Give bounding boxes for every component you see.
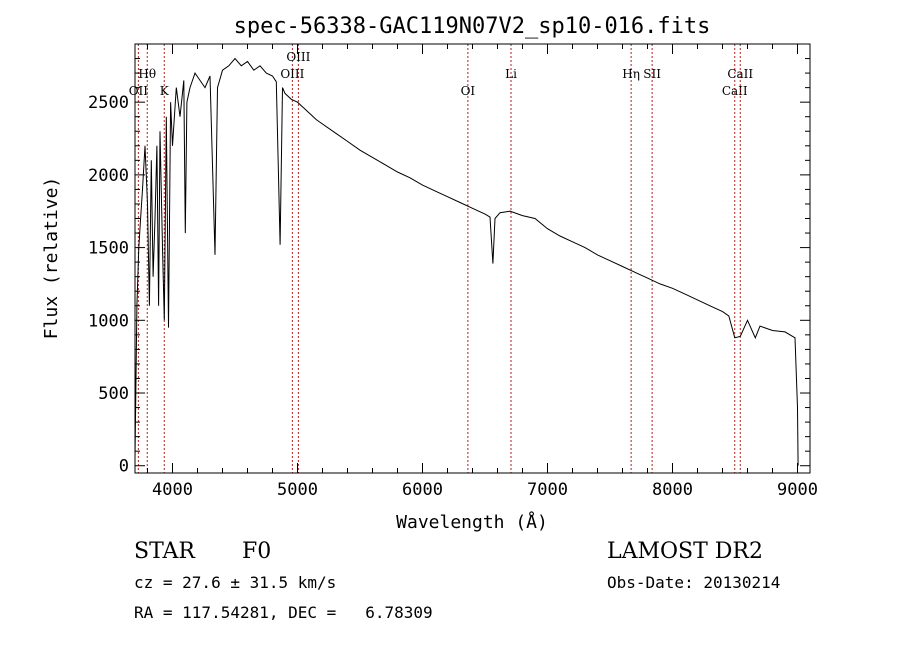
obs-date: Obs-Date: 20130214 <box>607 573 781 592</box>
line-marker-label: Li <box>505 67 517 81</box>
y-tick-label: 1500 <box>88 239 129 259</box>
x-tick-label: 4000 <box>152 480 193 500</box>
x-tick-label: 6000 <box>402 480 443 500</box>
line-marker-label: CaII <box>727 67 753 81</box>
object-subclass: F0 <box>242 539 272 564</box>
line-marker-label: OI <box>461 84 476 98</box>
spectral-line-markers: OII Hθ K OIII OIII OI Li Hη SII CaII CaII <box>129 44 753 473</box>
survey-name: LAMOST DR2 <box>607 539 763 564</box>
line-marker-label: CaII <box>722 84 748 98</box>
x-tick-label: 9000 <box>777 480 818 500</box>
line-marker-label: SII <box>643 67 661 81</box>
line-marker-label: Hθ <box>138 67 156 81</box>
x-axis-label: Wavelength (Å) <box>396 511 548 533</box>
y-tick-label: 1000 <box>88 311 129 331</box>
spectrum-chart: spec-56338-GAC119N07V2_sp10-016.fits OII… <box>41 14 818 533</box>
line-marker-label: OII <box>129 84 149 98</box>
y-axis-label: Flux (relative) <box>41 177 62 340</box>
line-marker-label: OIII <box>286 50 310 64</box>
line-marker-label: Hη <box>622 67 640 81</box>
axes: 4000 5000 6000 7000 8000 9000 0 500 1000 1500 2000… <box>88 44 818 500</box>
x-tick-label: 7000 <box>527 480 568 500</box>
x-tick-label: 8000 <box>652 480 693 500</box>
line-marker-label: OIII <box>280 67 304 81</box>
redshift-cz: cz = 27.6 ± 31.5 km/s <box>134 573 337 592</box>
y-tick-label: 2500 <box>88 93 129 113</box>
y-tick-label: 0 <box>119 457 129 477</box>
spectrum-line <box>134 57 799 466</box>
line-marker-label: K <box>160 84 170 98</box>
plot-frame <box>134 43 811 474</box>
y-tick-label: 2000 <box>88 166 129 186</box>
x-tick-label: 5000 <box>277 480 318 500</box>
chart-title: spec-56338-GAC119N07V2_sp10-016.fits <box>234 14 711 39</box>
object-class: STAR <box>134 539 195 564</box>
coordinates: RA = 117.54281, DEC = 6.78309 <box>134 603 433 622</box>
y-tick-label: 500 <box>98 384 129 404</box>
